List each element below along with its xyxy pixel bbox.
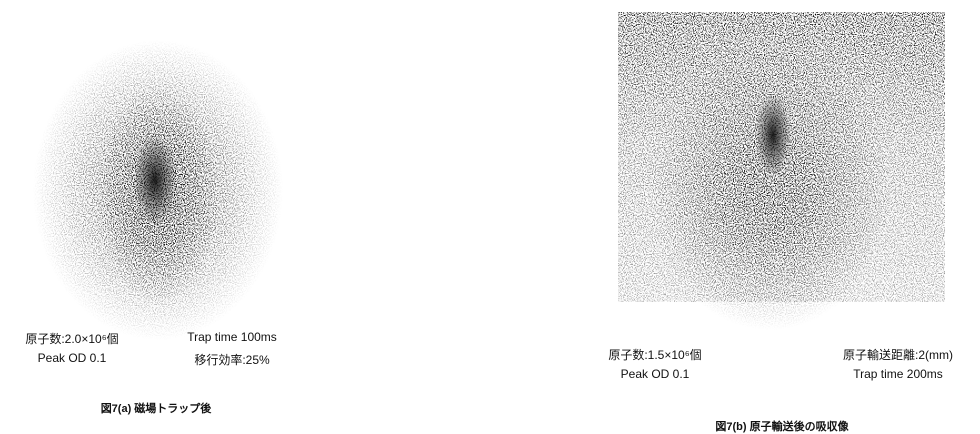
absorption-images — [0, 0, 980, 434]
stat-text: 移行効率:25% — [194, 351, 269, 368]
stat-text: 原子数:2.0×10⁶個 — [25, 330, 118, 347]
stat-text: 原子輸送距離:2(mm) — [843, 346, 953, 363]
image-a — [33, 40, 283, 340]
caption: 図7(b) 原子輸送後の吸収像 — [715, 418, 848, 434]
stat-text: Peak OD 0.1 — [621, 367, 690, 381]
stat-text: Trap time 200ms — [853, 367, 943, 381]
stat-text: Peak OD 0.1 — [38, 351, 107, 365]
stat-text: Trap time 100ms — [187, 330, 277, 344]
stat-text: 原子数:1.5×10⁶個 — [608, 346, 701, 363]
caption: 図7(a) 磁場トラップ後 — [101, 400, 212, 416]
image-b — [618, 12, 945, 330]
page: 原子数:2.0×10⁶個 Trap time 100ms Peak OD 0.1… — [0, 0, 980, 434]
